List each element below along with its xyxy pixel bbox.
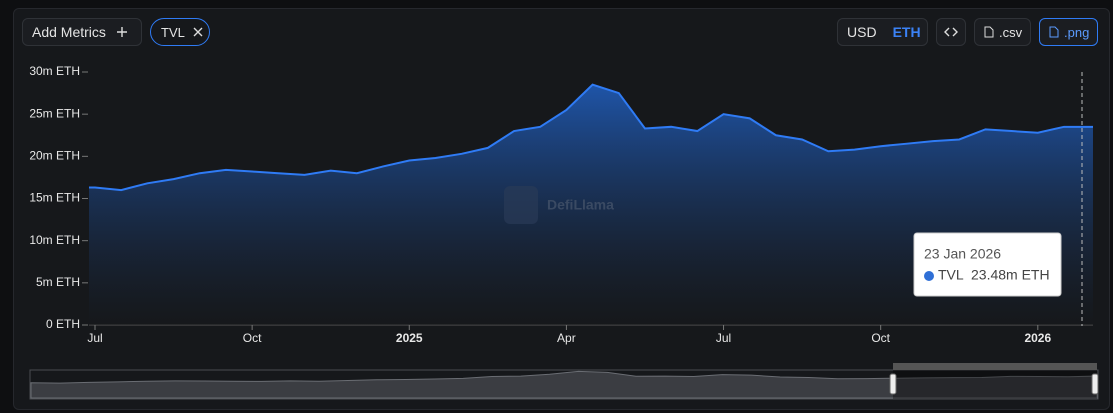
currency-toggle: USD ETH	[837, 18, 928, 46]
x-tick-label: Jul	[87, 331, 102, 345]
y-tick-label: 15m ETH	[29, 191, 80, 205]
tooltip-value: 23.48m ETH	[971, 267, 1050, 283]
tooltip-dot	[924, 271, 934, 281]
x-tick-label: Oct	[243, 331, 262, 345]
y-tick-label: 20m ETH	[29, 149, 80, 163]
plus-icon	[116, 27, 127, 37]
csv-label: .csv	[999, 24, 1023, 40]
add-metrics-label: Add Metrics	[32, 24, 106, 40]
x-tick-label: Apr	[557, 331, 576, 345]
code-icon	[944, 27, 958, 37]
watermark: DefiLlama	[547, 197, 614, 213]
x-tick-label: 2025	[396, 331, 423, 345]
y-tick-label: 10m ETH	[29, 233, 80, 247]
navigator-handle[interactable]	[1091, 373, 1099, 395]
tvl-chip[interactable]: TVL	[150, 18, 210, 46]
tooltip-date: 23 Jan 2026	[924, 246, 1001, 262]
x-tick-label: Oct	[871, 331, 890, 345]
file-icon	[984, 26, 994, 38]
embed-button[interactable]	[936, 18, 966, 46]
line	[89, 83, 1093, 192]
add-metrics-button[interactable]: Add Metrics	[22, 18, 142, 46]
navigator-handle[interactable]	[889, 373, 897, 395]
x-tick-label: Jul	[716, 331, 731, 345]
y-tick-label: 0 ETH	[46, 317, 80, 331]
navigator-handle-bar[interactable]	[893, 363, 1097, 370]
y-tick-label: 5m ETH	[36, 275, 80, 289]
area	[89, 84, 1093, 326]
csv-button[interactable]: .csv	[974, 18, 1031, 46]
y-tick-label: 25m ETH	[29, 106, 80, 120]
close-icon[interactable]	[192, 26, 204, 38]
x-tick-label: 2026	[1024, 331, 1051, 345]
png-button[interactable]: .png	[1039, 18, 1098, 46]
tooltip	[913, 232, 1062, 297]
watermark-logo	[504, 186, 538, 224]
tvl-chip-label: TVL	[161, 24, 185, 40]
file-icon	[1049, 26, 1059, 38]
tooltip-series: TVL	[938, 267, 964, 283]
y-tick-label: 30m ETH	[29, 64, 80, 78]
navigator-area	[30, 370, 1098, 399]
png-label: .png	[1064, 24, 1090, 40]
usd-option[interactable]: USD	[847, 24, 877, 40]
eth-option[interactable]: ETH	[892, 24, 921, 40]
